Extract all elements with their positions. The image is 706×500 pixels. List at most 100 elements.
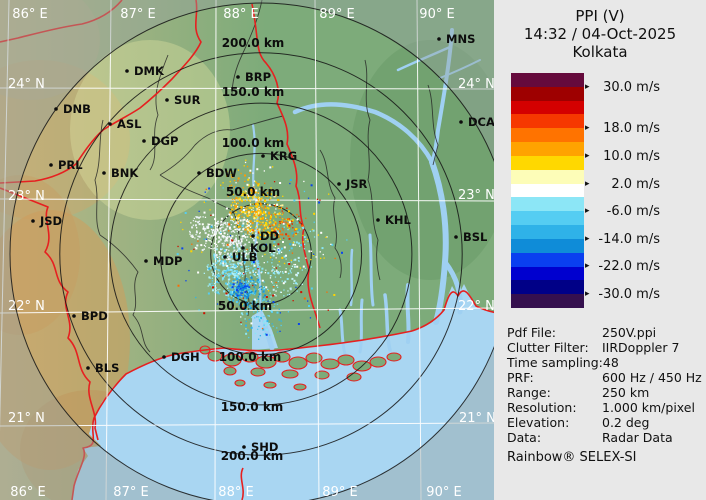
meta-value: 48	[602, 355, 619, 370]
colorbar-band	[511, 128, 584, 143]
latlon-label: 23° N	[8, 189, 45, 204]
station-dot	[86, 366, 90, 370]
range-ring-label: 50.0 km	[218, 299, 272, 313]
range-ring-label: 150.0 km	[222, 85, 285, 99]
latlon-label: 88° E	[223, 7, 258, 22]
colorbar-tick: ▸ -30.0 m/s	[585, 286, 660, 302]
colorbar-band	[511, 183, 584, 198]
colorbar-tick: ▸ -22.0 m/s	[585, 258, 660, 274]
tick-value-label: -30.0 m/s	[598, 286, 660, 302]
station-label: DGP	[151, 134, 178, 148]
station-markers: MNS DMK BRP SUR DNB DCA ASL DGP KRG PRL BNK BDW JSR K…	[31, 32, 495, 454]
latlon-label: 87° E	[113, 485, 148, 500]
tick-arrow-icon: ▸	[585, 234, 590, 244]
colorbar-tick: ▸ 2.0 m/s	[585, 176, 660, 192]
meta-value: 0.2 deg	[602, 415, 650, 430]
station-dot	[142, 139, 146, 143]
colorbar-band	[511, 211, 584, 226]
station-label: MNS	[446, 32, 475, 46]
station-label: KOL	[250, 241, 276, 255]
product-metadata: Pdf File: 250V.ppi Clutter Filter: IIRDoppl…	[507, 325, 702, 445]
colorbar-band	[511, 280, 584, 295]
station-dot	[144, 259, 148, 263]
colorbar-band	[511, 169, 584, 184]
panel-title: PPI (V) 14:32 / 04-Oct-2025 Kolkata	[494, 7, 706, 61]
tick-value-label: 10.0 m/s	[603, 148, 660, 164]
tick-value-label: 30.0 m/s	[603, 79, 660, 95]
tick-arrow-icon: ▸	[585, 179, 590, 189]
station-dot	[49, 163, 53, 167]
station-dot	[54, 107, 58, 111]
meta-label: Range:	[507, 385, 551, 400]
latlon-label: 21° N	[8, 411, 45, 426]
latlon-label: 24° N	[8, 77, 45, 92]
latlon-label: 86° E	[12, 7, 47, 22]
station-dot	[108, 122, 112, 126]
tick-value-label: 2.0 m/s	[611, 176, 660, 192]
latlon-grid	[0, 0, 495, 500]
station-label: ULB	[232, 250, 257, 264]
station-label: KHL	[385, 213, 412, 227]
colorbar-band	[511, 197, 584, 212]
meta-label: Pdf File:	[507, 325, 556, 340]
meta-label: Data:	[507, 430, 542, 445]
station-dot	[376, 218, 380, 222]
meta-value: 250V.ppi	[602, 325, 657, 340]
tick-value-label: 18.0 m/s	[603, 120, 660, 136]
station-dot	[31, 219, 35, 223]
tick-arrow-icon: ▸	[585, 151, 590, 161]
colorbar-band	[511, 100, 584, 115]
latlon-label: 22° N	[8, 299, 45, 314]
colorbar-band	[511, 142, 584, 156]
software-brand: Rainbow® SELEX-SI	[507, 450, 637, 465]
tick-arrow-icon: ▸	[585, 289, 590, 299]
tick-value-label: -22.0 m/s	[598, 258, 660, 274]
district-borders	[94, 0, 439, 353]
station-label: DMK	[134, 64, 165, 78]
product-type: PPI (V)	[575, 7, 625, 25]
latlon-label: 23° N	[458, 188, 494, 203]
station-dot	[454, 235, 458, 239]
latlon-labels: 86° E 87° E 88° E 89° E 90° E 86° E 87° E 88° E…	[8, 7, 496, 500]
radar-map-canvas: MNS DMK BRP SUR DNB DCA ASL DGP KRG PRL BNK BDW JSR K…	[0, 0, 513, 500]
latlon-label: 90° E	[426, 485, 461, 500]
meta-label: Resolution:	[507, 400, 577, 415]
tick-arrow-icon: ▸	[585, 82, 590, 92]
meta-label: Elevation:	[507, 415, 570, 430]
latlon-label: 86° E	[10, 485, 45, 500]
latlon-label: 89° E	[322, 485, 357, 500]
velocity-colorbar	[511, 73, 584, 309]
station-label: BRP	[245, 70, 271, 84]
range-ring-label: 50.0 km	[226, 185, 280, 199]
station-dot	[223, 255, 227, 259]
tick-arrow-icon: ▸	[585, 261, 590, 271]
station-dot	[437, 37, 441, 41]
range-ring-label: 200.0 km	[221, 449, 284, 463]
colorbar-band	[511, 252, 584, 267]
latlon-label: 22° N	[458, 299, 494, 314]
colorbar-band	[511, 266, 584, 281]
station-dot	[72, 314, 76, 318]
range-ring-label: 200.0 km	[222, 36, 285, 50]
latlon-label: 21° N	[459, 411, 494, 426]
latlon-label: 24° N	[458, 77, 494, 92]
station-dot	[242, 445, 246, 449]
station-dot	[337, 182, 341, 186]
station-dot	[459, 120, 463, 124]
station-dot	[261, 154, 265, 158]
meta-row: Time sampling:48	[507, 355, 702, 370]
meta-row: Pdf File: 250V.ppi	[507, 325, 702, 340]
station-label: PRL	[58, 158, 83, 172]
station-label: JSR	[345, 177, 368, 191]
meta-value: 1.000 km/pixel	[602, 400, 695, 415]
station-label: DD	[260, 229, 279, 243]
station-label: BPD	[81, 309, 108, 323]
range-ring-labels: 200.0 km 150.0 km 100.0 km 50.0 km 50.0 km 10…	[218, 36, 284, 463]
colorbar-band	[511, 294, 584, 309]
latlon-label: 90° E	[419, 7, 454, 22]
radar-map: MNS DMK BRP SUR DNB DCA ASL DGP KRG PRL BNK BDW JSR K…	[0, 0, 513, 500]
station-dot	[241, 246, 245, 250]
latlon-label: 89° E	[319, 7, 354, 22]
colorbar-band	[511, 238, 584, 253]
